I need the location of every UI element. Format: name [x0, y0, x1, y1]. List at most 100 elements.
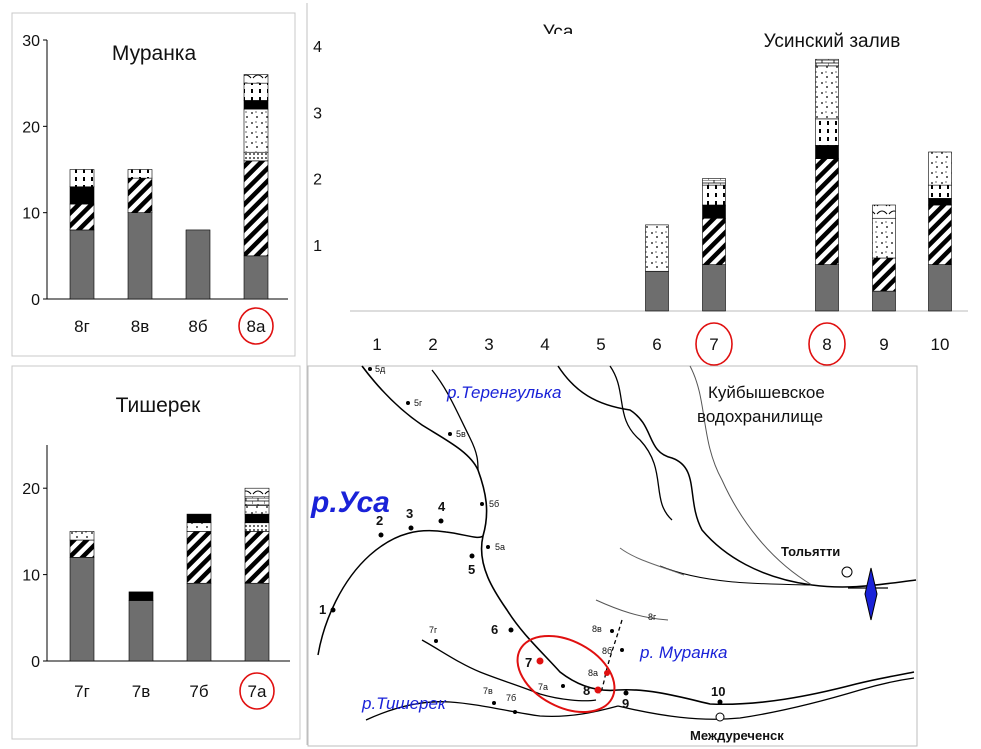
bar-segment-solid-gray [127, 212, 153, 300]
x-tick-label: 1 [372, 335, 381, 354]
point-label: 8а [588, 668, 598, 678]
bar-segment-dots [243, 151, 269, 162]
point-label: 5в [456, 429, 466, 439]
point-marker [368, 367, 372, 371]
muranka-chart: Муранка 0 10 20 30 8г 8в 8б 8а [22, 33, 288, 345]
bar-segment-crosses [928, 151, 952, 186]
map-frame [307, 365, 918, 747]
x-tick-label: 7в [132, 682, 151, 701]
point-marker-red [604, 670, 610, 676]
bar-segment-dashes [69, 169, 95, 188]
x-tick-label: 4 [540, 335, 549, 354]
bar-segment-diagonal-hatch [69, 539, 95, 558]
bar-segment-crosses [243, 108, 269, 153]
bar-segment-solid-gray [928, 264, 952, 312]
x-tick-label: 2 [428, 335, 437, 354]
point-label: 5б [489, 499, 499, 509]
bar-segment-dashes [243, 82, 269, 101]
bar-segment-diagonal-hatch [186, 531, 212, 584]
point-label: 7г [429, 625, 438, 635]
point-label: 5 [468, 562, 475, 577]
point-marker-red [536, 657, 544, 665]
point-label: 10 [711, 684, 725, 699]
bar-segment-bricks [702, 178, 726, 186]
x-tick-label: 8б [188, 317, 207, 336]
point-label: 5а [495, 542, 505, 552]
y-tick-label: 1 [313, 238, 322, 255]
bar-segment-dashes [928, 184, 952, 199]
creek [609, 365, 673, 521]
river-label-usa: р.Уса [310, 486, 390, 519]
bar-segment-solid-gray [645, 270, 669, 312]
point-marker [492, 701, 496, 705]
river-label-muranka: р. Муранка [639, 643, 728, 662]
bar-segment-solid-black [186, 513, 212, 524]
bar-segment-dashes [702, 184, 726, 206]
reservoir-shore [557, 365, 917, 588]
x-tick-label: 9 [879, 335, 888, 354]
point-label: 4 [438, 499, 446, 514]
point-marker [623, 690, 629, 696]
point-marker [620, 648, 624, 652]
bar-segment-solid-gray [244, 582, 270, 662]
highlight-circle [238, 307, 274, 345]
chart-title: Муранка [112, 42, 197, 65]
y-tick-label: 2 [313, 172, 322, 189]
bar-segment-crosses [186, 522, 212, 532]
city-marker-mezhdurechensk [715, 712, 725, 722]
x-tick-label: 7б [189, 682, 208, 701]
bar-segment-solid-gray [186, 582, 212, 662]
x-tick-label: 8а [247, 317, 266, 336]
bar-segment-crosses [244, 505, 270, 515]
point-marker-red [594, 686, 602, 694]
x-tick-label: 8в [131, 317, 150, 336]
y-tick-label: 4 [313, 39, 322, 56]
city-label-mezhdurechensk: Междуреченск [690, 728, 784, 743]
point-label: 3 [406, 506, 413, 521]
point-marker [513, 710, 517, 714]
point-label: 7в [483, 686, 493, 696]
highlight-circle [239, 672, 275, 710]
y-tick-label: 20 [22, 481, 40, 498]
bar-segment-loops [872, 204, 896, 219]
bar-segment-dashes [815, 118, 839, 146]
bar-segment-diagonal-hatch [127, 177, 153, 213]
bar-segment-solid-gray [872, 290, 896, 312]
reservoir-label: водохранилище [697, 407, 823, 426]
point-marker [561, 684, 565, 688]
bar-segment-diagonal-hatch [815, 158, 839, 265]
point-marker [448, 432, 452, 436]
point-marker [406, 401, 410, 405]
bar-segment-dashes [127, 169, 153, 179]
x-tick-label: 8г [74, 317, 90, 336]
river-terengulka [431, 369, 479, 471]
city-label-togliatti: Тольятти [781, 544, 840, 559]
point-label: 5д [375, 364, 386, 374]
dam-icon [864, 567, 878, 621]
creek [595, 599, 669, 621]
y-tick-label: 10 [22, 568, 40, 585]
bar-segment-diagonal-hatch [243, 160, 269, 257]
point-label: 7 [525, 655, 532, 670]
bar-segment-solid-black [244, 513, 270, 524]
bar-segment-solid-gray [702, 264, 726, 312]
point-marker [438, 518, 444, 524]
y-tick-label: 0 [31, 292, 40, 309]
bar-segment-crosses [872, 217, 896, 259]
bar-segment-solid-black [702, 204, 726, 219]
x-tick-label: 8 [822, 335, 831, 354]
bar-segment-solid-black [928, 198, 952, 206]
highlight-circle [808, 322, 846, 366]
river-tisherek [421, 639, 597, 702]
creek [659, 565, 813, 586]
river-label-terengulka: р.Теренгулька [446, 383, 561, 402]
bar-segment-diagonal-hatch [928, 204, 952, 265]
bar-segment-diagonal-hatch [872, 257, 896, 292]
point-marker [378, 532, 384, 538]
point-label: 8в [592, 624, 602, 634]
bar-segment-solid-black [69, 186, 95, 205]
x-tick-label: 10 [931, 335, 950, 354]
bar-segment-solid-gray [128, 600, 154, 662]
